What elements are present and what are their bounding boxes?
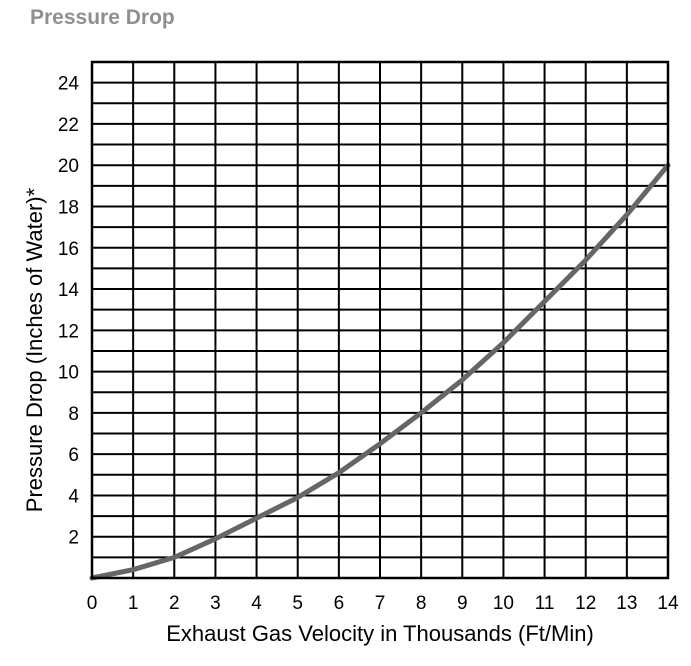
x-tick-label: 3 [210, 593, 221, 614]
y-tick-label: 8 [68, 404, 79, 425]
x-tick-label: 1 [128, 593, 139, 614]
x-tick-label: 0 [87, 593, 98, 614]
y-tick-label: 12 [58, 321, 79, 342]
y-tick-label: 4 [68, 486, 79, 507]
y-tick-label: 10 [58, 363, 79, 384]
x-tick-label: 10 [493, 593, 514, 614]
y-tick-label: 24 [58, 74, 80, 95]
y-tick-label: 6 [68, 445, 79, 466]
x-axis-label: Exhaust Gas Velocity in Thousands (Ft/Mi… [166, 621, 594, 646]
x-axis-ticks: 0 1 2 3 4 5 6 7 8 9 10 11 12 13 14 [87, 593, 679, 614]
y-tick-label: 14 [58, 280, 80, 301]
y-tick-label: 2 [68, 528, 79, 549]
x-tick-label: 12 [575, 593, 596, 614]
y-tick-label: 20 [58, 156, 79, 177]
y-tick-label: 18 [58, 197, 79, 218]
x-tick-label: 7 [375, 593, 386, 614]
x-tick-label: 4 [251, 593, 262, 614]
x-tick-label: 2 [169, 593, 180, 614]
x-tick-label: 11 [535, 593, 555, 614]
plot-frame [90, 60, 670, 580]
y-tick-label: 22 [58, 115, 79, 136]
series-line [89, 162, 671, 581]
x-tick-label: 8 [416, 593, 427, 614]
y-tick-label: 16 [58, 239, 79, 260]
chart-title: Pressure Drop [30, 6, 175, 29]
grid [92, 62, 668, 578]
x-tick-label: 13 [616, 593, 637, 614]
y-axis-label: Pressure Drop (Inches of Water)* [22, 187, 47, 512]
x-tick-label: 6 [334, 593, 345, 614]
x-tick-label: 9 [457, 593, 468, 614]
x-tick-label: 5 [292, 593, 303, 614]
x-tick-label: 14 [657, 593, 679, 614]
